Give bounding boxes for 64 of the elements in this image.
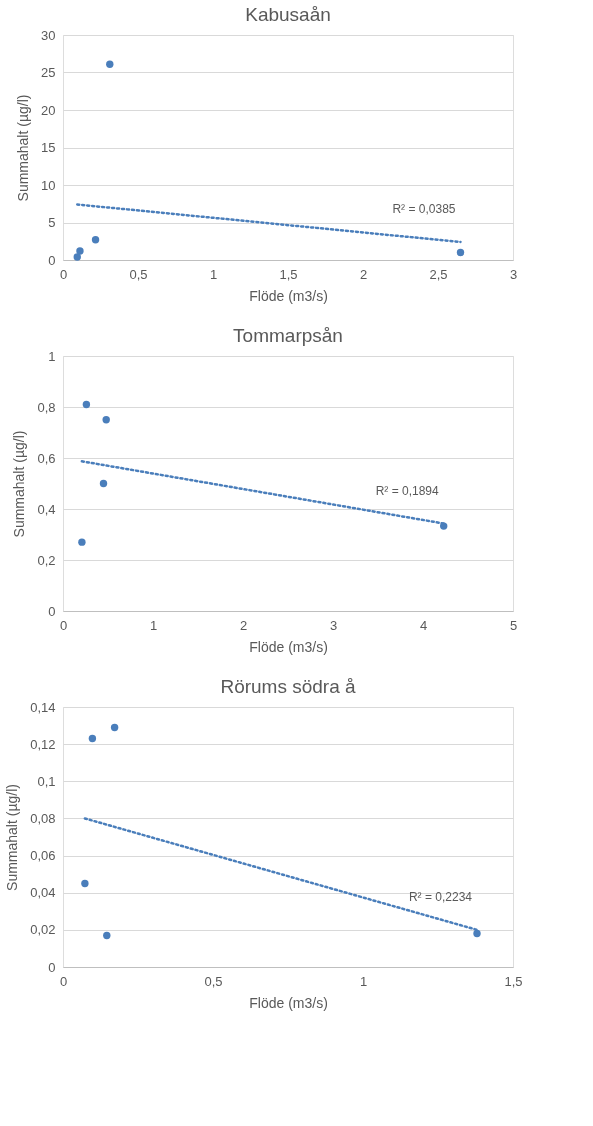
chart-title: Rörums södra å <box>220 676 357 697</box>
point <box>91 236 100 244</box>
y-tick-label: 0,04 <box>30 885 56 901</box>
chart-title: Kabusaån <box>245 4 331 25</box>
x-tick-label: 5 <box>509 617 518 633</box>
y-tick-label: 0,12 <box>30 736 56 752</box>
y-tick-label: 10 <box>41 177 56 193</box>
y-axis-title: Summahalt (µg/l) <box>15 94 32 202</box>
x-tick-label: 0 <box>59 617 68 633</box>
point <box>82 400 91 409</box>
point <box>106 60 114 68</box>
x-tick-label: 2 <box>359 266 368 282</box>
x-tick-label: 0,5 <box>204 973 223 989</box>
y-tick-label: 0,06 <box>30 848 56 864</box>
y-tick-label: 0,2 <box>37 552 56 568</box>
x-axis-title: Flöde (m3/s) <box>249 287 328 304</box>
chart-title: Tommarpsån <box>233 325 343 346</box>
x-tick-label: 1 <box>359 973 368 989</box>
y-tick-label: 0 <box>48 603 56 619</box>
x-tick-label: 1 <box>209 266 218 282</box>
point <box>88 734 97 743</box>
x-tick-label: 1 <box>149 617 158 633</box>
x-tick-label: 4 <box>419 617 428 633</box>
y-tick-label: 1 <box>48 348 56 364</box>
point <box>102 416 110 424</box>
point <box>473 929 481 938</box>
y-tick-label: 0,02 <box>30 922 56 938</box>
x-tick-label: 2 <box>239 617 248 633</box>
annotation: R² = 0,1894 <box>375 483 440 498</box>
y-tick-label: 30 <box>41 27 56 43</box>
y-tick-label: 15 <box>41 140 56 155</box>
y-axis-title: Summahalt (µg/l) <box>11 430 28 538</box>
y-axis-title: Summahalt (µg/l) <box>4 784 21 891</box>
x-tick-label: 1,5 <box>504 973 523 989</box>
y-tick-label: 0,08 <box>30 810 56 826</box>
point <box>73 253 81 261</box>
x-tick-label: 0 <box>59 973 68 989</box>
point <box>103 931 111 940</box>
y-tick-label: 0,6 <box>37 450 56 466</box>
point <box>99 479 108 488</box>
point <box>76 247 84 255</box>
x-axis-title: Flöde (m3/s) <box>249 638 328 655</box>
annotation: R² = 0,2234 <box>408 889 473 904</box>
y-tick-label: 0,1 <box>37 773 56 789</box>
x-tick-label: 3 <box>329 617 338 633</box>
y-tick-label: 20 <box>41 102 56 118</box>
point <box>110 723 119 732</box>
point <box>78 538 86 546</box>
y-tick-label: 5 <box>48 215 56 230</box>
x-tick-label: 0 <box>59 266 68 282</box>
annotation: R² = 0,0385 <box>392 202 456 216</box>
x-tick-label: 3 <box>509 266 518 282</box>
y-tick-label: 25 <box>41 65 56 80</box>
point <box>456 248 465 257</box>
x-tick-label: 1,5 <box>279 266 298 282</box>
y-tick-label: 0,8 <box>37 399 56 415</box>
x-axis-title: Flöde (m3/s) <box>249 994 328 1011</box>
y-tick-label: 0,4 <box>37 501 56 517</box>
y-tick-label: 0 <box>48 959 56 975</box>
y-tick-label: 0 <box>48 252 56 268</box>
y-tick-label: 0,14 <box>30 699 56 715</box>
x-tick-label: 0,5 <box>129 266 148 282</box>
point <box>81 879 89 888</box>
x-tick-label: 2,5 <box>429 266 448 282</box>
